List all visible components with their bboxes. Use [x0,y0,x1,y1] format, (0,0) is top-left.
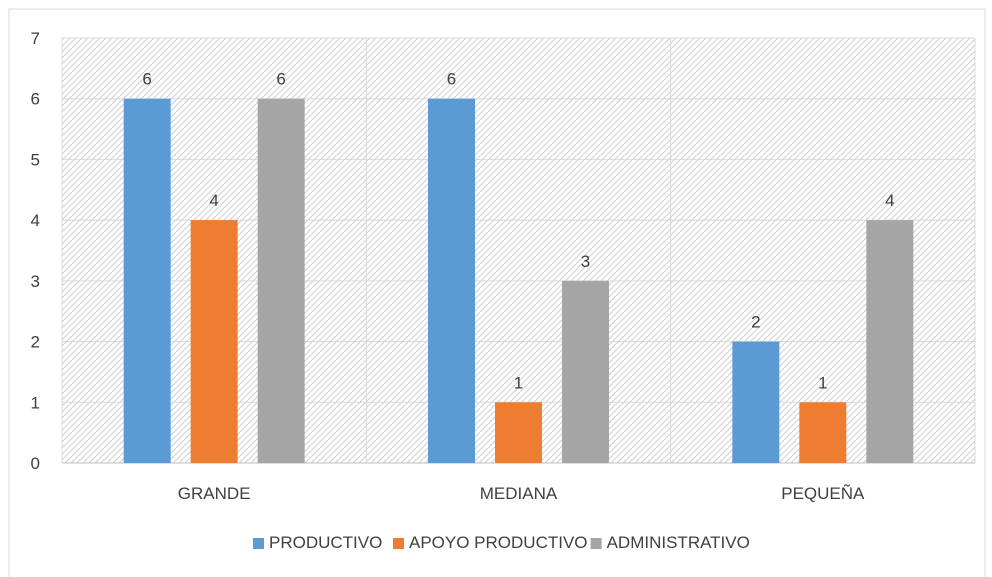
legend: PRODUCTIVO APOYO PRODUCTIVO ADMINISTRATIVO [253,533,750,552]
legend-label: ADMINISTRATIVO [607,533,750,552]
y-tick-label: 5 [31,150,40,169]
bar [562,280,609,463]
legend-label: PRODUCTIVO [269,533,382,552]
data-label: 4 [885,191,894,210]
x-category-label: GRANDE [178,484,251,503]
data-label: 2 [751,313,760,332]
y-tick-label: 3 [31,272,40,291]
data-label: 6 [447,70,456,89]
legend-label: APOYO PRODUCTIVO [409,533,588,552]
data-label: 1 [514,373,523,392]
bars [123,98,914,463]
x-category-label: MEDIANA [480,484,558,503]
y-tick-label: 7 [31,29,40,48]
bar [123,98,171,463]
legend-swatch [590,538,602,549]
bar [428,98,475,463]
data-label: 4 [209,191,218,210]
bar [732,341,780,463]
y-tick-label: 1 [31,393,40,412]
y-axis-ticks: 0 1 2 3 4 5 6 7 [31,29,40,473]
bar [495,402,542,463]
bar [190,220,238,463]
data-label: 1 [818,373,827,392]
y-tick-label: 2 [31,333,40,352]
y-tick-label: 4 [31,211,40,230]
legend-swatch [253,538,264,549]
bar [799,402,847,463]
y-tick-label: 6 [31,90,40,109]
data-label: 6 [142,70,151,89]
data-label: 6 [276,70,285,89]
y-tick-label: 0 [31,454,40,473]
data-label: 3 [581,252,590,271]
bar [866,220,914,463]
x-axis-categories: GRANDE MEDIANA PEQUEÑA [178,484,865,503]
data-labels: 6 4 6 6 1 3 2 1 4 [142,70,894,393]
legend-swatch [393,538,404,549]
bar [257,98,305,463]
x-category-label: PEQUEÑA [781,484,865,503]
